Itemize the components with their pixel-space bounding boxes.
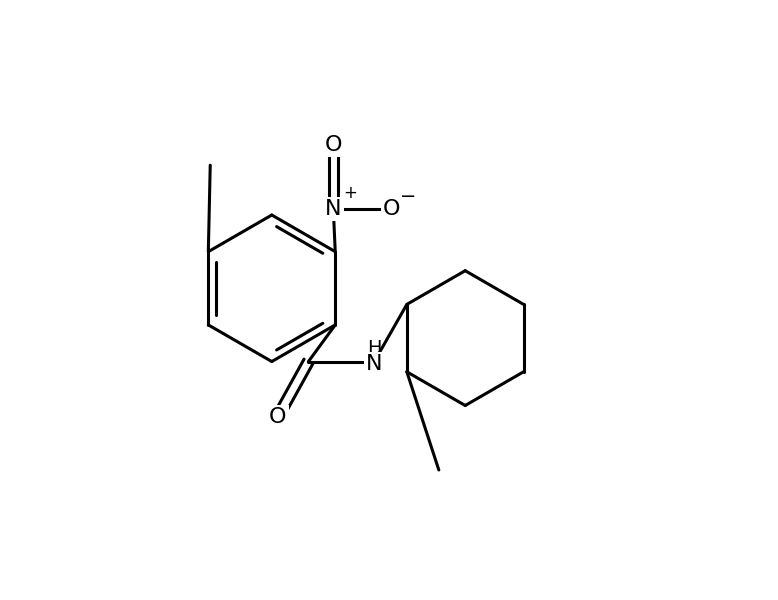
Text: −: − <box>400 187 416 206</box>
Text: O: O <box>324 134 342 155</box>
Text: +: + <box>343 184 356 202</box>
Text: H: H <box>367 339 381 358</box>
Text: O: O <box>384 199 401 219</box>
Text: N: N <box>325 199 342 219</box>
Text: O: O <box>269 407 286 427</box>
Text: N: N <box>366 355 383 374</box>
